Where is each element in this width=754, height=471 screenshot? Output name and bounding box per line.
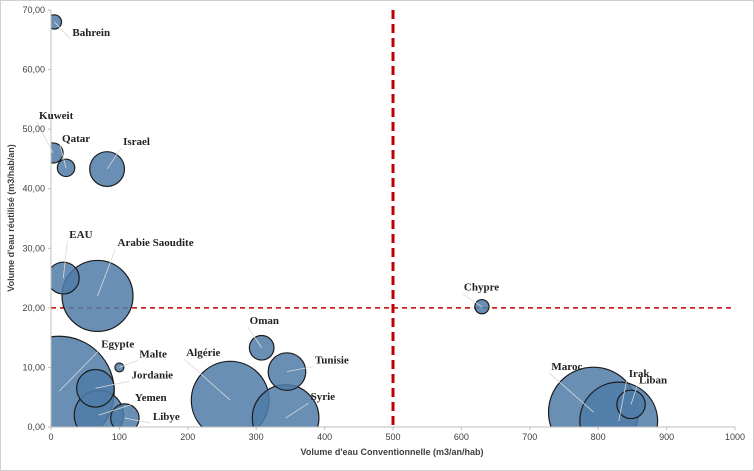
- leader-algerie: [183, 358, 231, 401]
- x-tick-label: 200: [180, 432, 195, 442]
- axes: 0 100 200 300 400 500 600 700 800 900 1000 0,00 10,0…: [22, 5, 745, 442]
- leader-kuweit: [36, 121, 54, 154]
- leader-lines: [36, 21, 638, 424]
- x-tick-label: 300: [249, 432, 264, 442]
- label-oman: Oman: [250, 315, 279, 327]
- leader-jordanie: [95, 380, 130, 389]
- leader-bahrein: [54, 21, 71, 40]
- leader-yemen: [98, 403, 134, 416]
- x-tick-label: 700: [522, 432, 537, 442]
- x-tick-label: 0: [48, 432, 53, 442]
- label-malte: Malte: [139, 348, 167, 360]
- x-tick-label: 100: [112, 432, 127, 442]
- y-tick-label: 60,00: [22, 65, 45, 75]
- label-algerie: Algérie: [186, 347, 220, 359]
- label-maroc: Maroc: [551, 361, 582, 373]
- label-chypre: Chypre: [464, 282, 499, 294]
- label-bahrein: Bahrein: [72, 27, 110, 39]
- label-liban: Liban: [639, 374, 667, 386]
- label-qatar: Qatar: [62, 133, 90, 145]
- x-tick-label: 600: [454, 432, 469, 442]
- label-eau: EAU: [69, 229, 92, 241]
- label-arabie-saoudite: Arabie Saoudite: [118, 237, 194, 249]
- label-libye: Libye: [153, 411, 180, 423]
- y-tick-label: 40,00: [22, 184, 45, 194]
- leader-oman: [247, 326, 263, 348]
- point-labels: Bahrein Kuweit Qatar Israel EAU Arabie Saoudi…: [39, 27, 667, 423]
- y-tick-label: 10,00: [22, 362, 45, 372]
- label-yemen: Yemen: [135, 392, 167, 404]
- reference-lines: [51, 10, 735, 427]
- y-axis-title: Volume d'eau réutilisé (m3/hab/an): [6, 144, 16, 292]
- bubble-kuweit: [51, 142, 64, 164]
- bubble-bahrein: [51, 14, 63, 30]
- bubble-oman: [248, 334, 275, 361]
- y-tick-label: 20,00: [22, 303, 45, 313]
- leader-arabie-saoudite: [97, 248, 116, 297]
- leader-eau: [62, 241, 68, 279]
- x-axis-title: Volume d'eau Conventionnelle (m3/an/hab): [301, 447, 484, 457]
- x-tick-label: 800: [591, 432, 606, 442]
- bubble-eau: [51, 261, 80, 295]
- leader-malte: [119, 360, 138, 368]
- leader-syrie: [285, 402, 309, 419]
- x-tick-label: 400: [317, 432, 332, 442]
- x-tick-label: 900: [659, 432, 674, 442]
- x-tick-label: 1000: [725, 432, 745, 442]
- y-tick-label: 30,00: [22, 243, 45, 253]
- label-israel: Israel: [123, 136, 150, 148]
- leader-israel: [106, 147, 122, 170]
- y-tick-label: 70,00: [22, 5, 45, 15]
- leader-qatar: [59, 144, 67, 168]
- label-egypte: Egypte: [101, 338, 134, 350]
- y-tick-label: 50,00: [22, 124, 45, 134]
- leader-tunisie: [286, 366, 314, 372]
- bubble-jordanie: [76, 368, 115, 408]
- label-jordanie: Jordanie: [131, 369, 173, 381]
- bubbles-layer: [51, 14, 659, 427]
- x-tick-label: 500: [385, 432, 400, 442]
- leader-chypre: [461, 293, 483, 308]
- leader-irak: [618, 379, 628, 422]
- bubble-libye: [110, 403, 140, 427]
- leader-egypte: [58, 349, 100, 392]
- label-irak: Irak: [629, 368, 651, 380]
- leader-libye: [124, 417, 151, 424]
- y-tick-label: 0,00: [27, 422, 45, 432]
- leader-liban: [630, 386, 638, 405]
- leader-maroc: [549, 372, 594, 413]
- label-tunisie: Tunisie: [315, 355, 349, 367]
- label-syrie: Syrie: [311, 391, 336, 403]
- label-kuweit: Kuweit: [39, 110, 74, 122]
